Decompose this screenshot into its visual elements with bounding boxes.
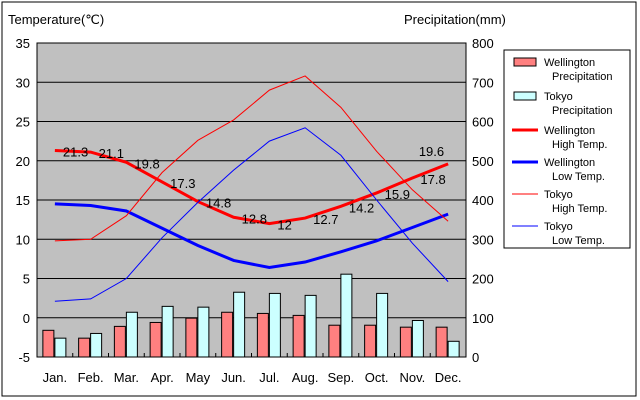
y-tick-right: 300 [472, 232, 494, 247]
y-tick-left: 30 [16, 75, 30, 90]
y-tick-right: 0 [472, 350, 479, 365]
bar-tokyo-precip [54, 337, 67, 358]
bar-tokyo-precip [376, 292, 389, 358]
bar-tokyo-precip [340, 273, 353, 358]
y-tick-right: 600 [472, 115, 494, 130]
bar-tokyo-precip [233, 291, 246, 358]
legend-swatch [513, 91, 537, 101]
bar-tokyo-precip [161, 305, 174, 358]
series-line-1 [54, 202, 449, 270]
series-line-0 [54, 149, 449, 226]
y-tick-left: 15 [16, 193, 30, 208]
bar-tokyo-precip [125, 311, 138, 358]
legend-label: Wellington [544, 57, 595, 69]
bar-wellington-precip [221, 311, 234, 358]
legend-label: High Temp. [552, 203, 607, 215]
x-tick-label: Mar. [114, 370, 139, 385]
x-tick-label: Sep. [328, 370, 355, 385]
data-label: 21.3 [63, 145, 88, 160]
data-label: 12.7 [313, 212, 338, 227]
x-tick-label: Jul. [259, 370, 279, 385]
bar-wellington-precip [78, 337, 91, 358]
data-label: 17.3 [170, 176, 195, 191]
bar-tokyo-precip [447, 340, 460, 358]
legend [503, 49, 631, 249]
data-label: 19.8 [134, 156, 159, 171]
x-tick-label: Jun. [221, 370, 246, 385]
series-line-3 [54, 127, 449, 302]
legend-label: Low Temp. [552, 171, 605, 183]
legend-label: Tokyo [544, 221, 573, 233]
legend-label: Wellington [544, 157, 595, 169]
bar-wellington-precip [364, 324, 377, 358]
bar-tokyo-precip [268, 292, 281, 358]
x-tick-label: Oct. [365, 370, 389, 385]
y-tick-right: 100 [472, 311, 494, 326]
bar-tokyo-precip [90, 332, 103, 358]
x-tick-label: Feb. [78, 370, 104, 385]
x-tick-label: Aug. [292, 370, 319, 385]
legend-label: High Temp. [552, 139, 607, 151]
x-tick-label: May [186, 370, 211, 385]
legend-label: Precipitation [552, 105, 613, 117]
bar-wellington-precip [149, 321, 162, 358]
data-label: 14.8 [206, 196, 231, 211]
y-tick-left: 0 [23, 311, 30, 326]
bar-wellington-precip [113, 325, 126, 358]
data-label: 21.1 [99, 146, 124, 161]
bar-wellington-precip [256, 312, 269, 358]
x-tick-label: Jan. [43, 370, 68, 385]
legend-label: Precipitation [552, 71, 613, 83]
y-axis-label-left: Temperature(℃) [8, 12, 104, 27]
x-tick-label: Dec. [435, 370, 462, 385]
y-tick-right: 800 [472, 36, 494, 51]
y-tick-right: 400 [472, 193, 494, 208]
data-label: 17.8 [420, 172, 445, 187]
series-line-2 [54, 75, 449, 242]
legend-label: Tokyo [544, 91, 573, 103]
data-label: 15.9 [385, 187, 410, 202]
y-tick-left: 10 [16, 232, 30, 247]
y-tick-right: 500 [472, 154, 494, 169]
y-tick-left: 5 [23, 272, 30, 287]
bar-tokyo-precip [304, 294, 317, 358]
data-label: 12 [277, 218, 291, 233]
legend-label: Wellington [544, 125, 595, 137]
legend-label: Low Temp. [552, 235, 605, 247]
bar-wellington-precip [292, 314, 305, 358]
y-tick-left: 35 [16, 36, 30, 51]
bar-tokyo-precip [411, 319, 424, 358]
bar-wellington-precip [42, 329, 55, 358]
y-tick-left: -5 [18, 350, 30, 365]
legend-label: Tokyo [544, 189, 573, 201]
bar-wellington-precip [435, 326, 448, 358]
data-label: 12.8 [242, 211, 267, 226]
data-label: 14.2 [349, 200, 374, 215]
y-axis-label-right: Precipitation(mm) [404, 12, 506, 27]
x-tick-label: Nov. [399, 370, 425, 385]
y-tick-left: 25 [16, 115, 30, 130]
legend-swatch [513, 57, 537, 67]
x-tick-label: Apr. [151, 370, 174, 385]
bar-tokyo-precip [197, 306, 210, 358]
bar-wellington-precip [328, 324, 341, 358]
bar-wellington-precip [185, 317, 198, 358]
data-label: 19.6 [419, 144, 444, 159]
bar-wellington-precip [399, 326, 412, 358]
y-tick-left: 20 [16, 154, 30, 169]
y-tick-right: 700 [472, 75, 494, 90]
y-tick-right: 200 [472, 272, 494, 287]
